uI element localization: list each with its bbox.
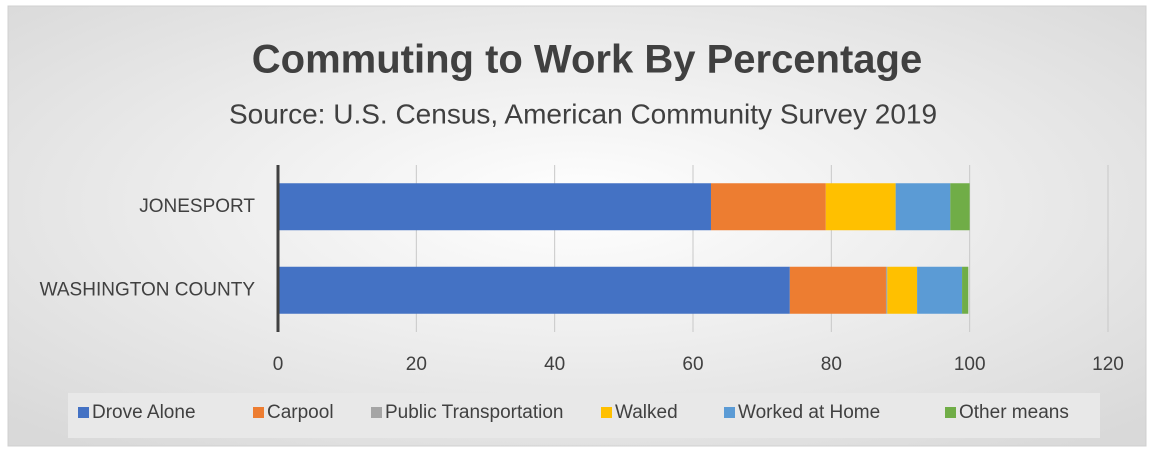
legend-label: Walked <box>615 402 678 423</box>
bar-segment <box>885 266 888 314</box>
legend-label: Carpool <box>267 402 334 423</box>
bar-segment <box>278 183 711 231</box>
bar-segment <box>789 266 886 314</box>
legend-swatch <box>253 407 264 418</box>
x-tick-label: 60 <box>682 354 703 375</box>
x-tick-label: 80 <box>821 354 842 375</box>
legend-label: Drove Alone <box>92 402 196 423</box>
x-tick-label: 20 <box>406 354 427 375</box>
legend-swatch <box>371 407 382 418</box>
legend-swatch <box>945 407 956 418</box>
bar-segment <box>950 183 970 231</box>
chart-subtitle: Source: U.S. Census, American Community … <box>229 98 937 129</box>
x-tick-label: 0 <box>273 354 284 375</box>
legend-label: Worked at Home <box>738 402 880 423</box>
bar-segment <box>825 183 896 231</box>
bar-segment <box>895 183 951 231</box>
legend-box <box>68 393 1100 438</box>
x-tick-label: 40 <box>544 354 565 375</box>
y-tick-label: JONESPORT <box>139 196 255 217</box>
bar-segment <box>278 266 790 314</box>
bar-segment <box>887 266 918 314</box>
x-tick-label: 120 <box>1092 354 1124 375</box>
legend-swatch <box>78 407 89 418</box>
bar-segment <box>917 266 963 314</box>
legend-label: Other means <box>959 402 1069 423</box>
bar-segment <box>710 183 826 231</box>
bar-segment <box>962 266 969 314</box>
chart-title: Commuting to Work By Percentage <box>252 38 922 82</box>
legend-label: Public Transportation <box>385 402 564 423</box>
y-tick-label: WASHINGTON COUNTY <box>40 279 256 300</box>
legend-swatch <box>601 407 612 418</box>
legend-swatch <box>724 407 735 418</box>
x-tick-label: 100 <box>954 354 986 375</box>
